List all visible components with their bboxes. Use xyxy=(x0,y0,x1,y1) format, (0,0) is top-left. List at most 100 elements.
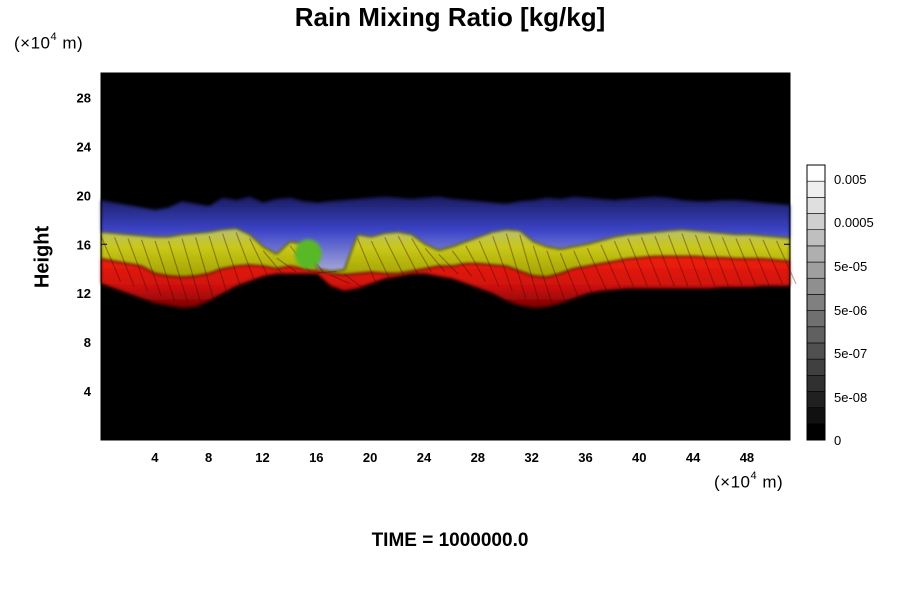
texture-streak xyxy=(370,240,392,282)
texture-streak xyxy=(276,257,297,273)
x-tick-label: 16 xyxy=(309,450,323,465)
texture-streak xyxy=(465,245,486,282)
texture-streak xyxy=(181,238,203,307)
texture-streak xyxy=(208,235,230,299)
texture-streak xyxy=(343,273,365,290)
y-axis-unit: (×104 m) xyxy=(14,31,84,53)
texture-streak xyxy=(573,250,594,297)
colorbar-segment xyxy=(806,197,826,214)
colorbar-label: 0.0005 xyxy=(834,215,874,230)
x-tick-label: 36 xyxy=(578,450,592,465)
colorbar-segment xyxy=(806,277,826,295)
x-tick-label: 48 xyxy=(740,450,754,465)
band-yellow xyxy=(101,228,790,278)
colorbar-segment xyxy=(806,245,826,263)
colorbar-segment xyxy=(806,180,826,198)
texture-streak xyxy=(775,240,797,285)
x-tick-label: 12 xyxy=(255,450,269,465)
band-blue xyxy=(101,196,790,272)
x-tick-label: 20 xyxy=(363,450,377,465)
colorbar-label: 5e-08 xyxy=(834,390,867,405)
texture-streak xyxy=(424,247,446,273)
texture-streak xyxy=(600,244,621,289)
colorbar-segment xyxy=(806,229,826,247)
green-blob xyxy=(294,239,322,269)
texture-streak xyxy=(519,234,540,304)
texture-streak xyxy=(762,239,784,285)
texture-streak xyxy=(721,237,743,286)
plot-frame xyxy=(100,72,791,441)
x-tick-label: 24 xyxy=(417,450,432,465)
texture-streak xyxy=(357,238,378,287)
colorbar-frame xyxy=(806,164,826,441)
texture-streak xyxy=(559,252,581,302)
texture-streak xyxy=(694,234,716,287)
texture-streak xyxy=(249,238,270,280)
texture-streak xyxy=(100,235,122,282)
texture-streak xyxy=(532,245,554,307)
texture-streak xyxy=(140,239,162,297)
texture-streak xyxy=(330,274,351,285)
colorbar-segment xyxy=(806,374,826,392)
colorbar-segment xyxy=(806,213,826,231)
texture-streak xyxy=(262,250,284,275)
chart-title: Rain Mixing Ratio [kg/kg] xyxy=(294,2,606,32)
x-tick-label: 8 xyxy=(205,450,212,465)
colorbar-segment xyxy=(806,326,826,344)
texture-streak xyxy=(397,235,419,275)
colorbar-segment xyxy=(806,407,826,425)
texture-streak xyxy=(167,240,189,304)
texture-streak xyxy=(317,271,337,274)
colorbar-label: 5e-07 xyxy=(834,346,867,361)
texture-streak xyxy=(235,232,257,285)
y-tick-label: 8 xyxy=(84,335,91,350)
texture-streak xyxy=(411,238,432,272)
colorbar-label: 5e-05 xyxy=(834,259,867,274)
colorbar-segment xyxy=(806,358,826,376)
texture-streak xyxy=(154,240,176,302)
colorbar-label: 0 xyxy=(834,433,841,448)
band-red xyxy=(101,256,790,308)
texture-streak xyxy=(613,240,635,288)
texture-streak xyxy=(640,237,662,287)
texture-streak xyxy=(546,250,567,305)
x-axis-unit: (×104 m) xyxy=(714,470,784,492)
colorbar-segment xyxy=(806,261,826,279)
time-label: TIME = 1000000.0 xyxy=(371,530,529,551)
colorbar-segment xyxy=(806,391,826,408)
texture-streak xyxy=(748,238,770,286)
x-tick-label: 40 xyxy=(632,450,646,465)
y-tick-label: 28 xyxy=(77,90,91,105)
texture-streak xyxy=(492,235,513,292)
y-tick-label: 4 xyxy=(84,384,92,399)
texture-streak xyxy=(478,240,500,287)
texture-streak xyxy=(735,238,757,286)
texture-streak xyxy=(654,235,675,287)
texture-streak xyxy=(627,238,648,287)
texture-streak xyxy=(222,233,243,292)
texture-streak xyxy=(681,233,702,287)
colorbar-segment xyxy=(806,342,826,360)
colorbar-segment xyxy=(806,294,826,311)
colorbar-segment xyxy=(806,164,826,182)
x-tick-label: 4 xyxy=(151,450,159,465)
texture-streak xyxy=(384,236,405,277)
colorbar-label: 5e-06 xyxy=(834,303,867,318)
colorbar-segment xyxy=(806,423,826,441)
y-tick-label: 20 xyxy=(77,188,91,203)
texture-streak xyxy=(113,237,135,287)
y-tick-label: 16 xyxy=(77,237,91,252)
texture-streak xyxy=(586,248,608,292)
texture-streak xyxy=(451,250,473,277)
y-tick-label: 12 xyxy=(77,286,91,301)
x-tick-label: 44 xyxy=(686,450,701,465)
texture-streak xyxy=(127,238,149,292)
colorbar-label: 0.005 xyxy=(834,172,867,187)
y-tick-label: 24 xyxy=(77,139,92,154)
texture-streak xyxy=(505,233,527,299)
x-tick-label: 32 xyxy=(524,450,538,465)
texture-streak xyxy=(667,234,689,287)
x-tick-label: 28 xyxy=(471,450,485,465)
texture-streak xyxy=(708,235,730,287)
